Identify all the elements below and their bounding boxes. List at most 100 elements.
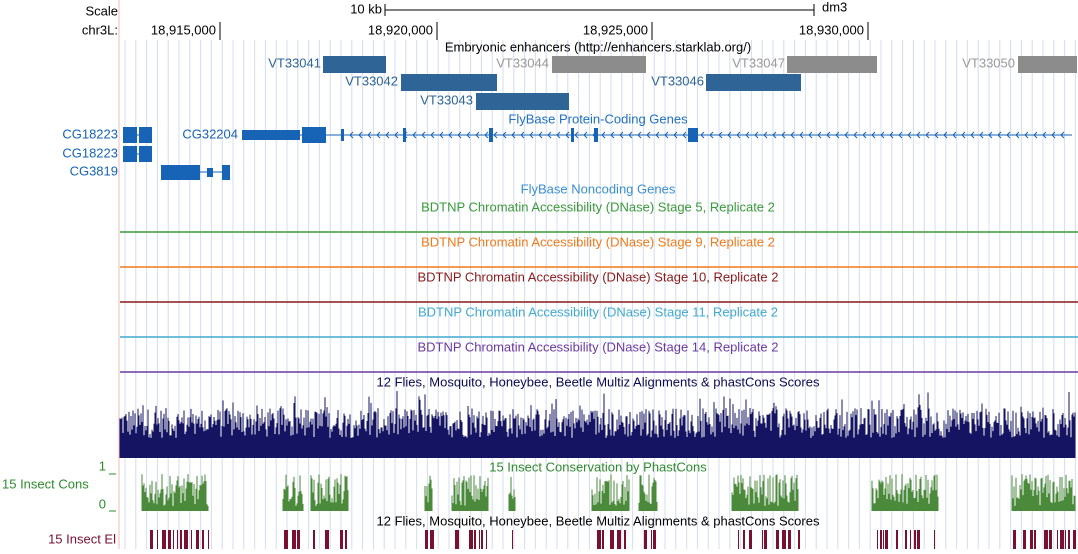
element [798,530,800,549]
strand-arrow [925,131,930,139]
exon [302,127,326,143]
enhancer-track: VT33041 VT33044 VT33047 VT33050 VT33042 VT330… [268,55,1077,110]
exon [123,146,137,162]
element [150,530,153,549]
element [914,530,916,549]
strand-arrow [808,131,813,139]
strand-arrow [619,131,624,139]
exon [403,128,406,142]
wiggle [119,391,1076,458]
element [297,530,300,549]
strand-arrow [601,131,606,139]
element [486,530,487,549]
element [469,530,473,549]
element [430,530,434,549]
strand-arrow [952,131,957,139]
enhancer-label: VT33042 [345,73,398,88]
element [184,530,188,549]
strand-arrow [943,131,948,139]
element [762,530,763,549]
strand-arrow [754,131,759,139]
ruler-label: 18,925,000 [583,22,648,37]
element [1057,530,1058,549]
exon [242,130,300,140]
strand-arrow [349,131,354,139]
grid [124,40,1076,549]
element [173,530,174,549]
wiggle [141,474,1076,511]
element [455,530,459,549]
element [196,530,199,549]
enhancer-box [706,74,801,91]
strand-arrow [700,131,705,139]
strand-arrow [610,131,615,139]
conserved-elements [150,530,1076,549]
track-side-label: 15 Insect El [48,531,116,546]
gene-track: CG18223 CG18223 CG32204 CG3819 [62,126,1072,180]
assembly-label: dm3 [822,0,847,14]
element [653,530,656,549]
enhancer-label: VT33047 [732,55,785,70]
element [743,530,745,549]
enhancer-box [552,56,646,73]
strand-arrow [1006,131,1011,139]
strand-arrow [439,131,444,139]
enhancer-box [476,93,569,110]
enhancer-label: VT33041 [268,55,321,70]
scale-label: Scale [85,3,118,18]
element [877,530,878,549]
strand-arrow [988,131,993,139]
track-title: BDTNP Chromatin Accessibility (DNase) St… [421,234,775,249]
strand-arrow [574,131,579,139]
strand-arrow [448,131,453,139]
element [776,530,779,549]
axis-label: 1 [99,458,106,473]
strand-arrow [655,131,660,139]
gene-label: CG3819 [70,163,118,178]
strand-arrow [583,131,588,139]
exon [688,128,698,142]
dnase-tracks: BDTNP Chromatin Accessibility (DNase) St… [120,199,1078,373]
strand-arrow [961,131,966,139]
element [602,530,604,549]
track-title: FlyBase Noncoding Genes [521,181,676,196]
strand-arrow [412,131,417,139]
strand-arrow [772,131,777,139]
strand-arrow [718,131,723,139]
strand-arrow [898,131,903,139]
element [162,530,166,549]
element [1013,530,1016,549]
element [1034,530,1036,549]
enhancer-label: VT33044 [496,55,549,70]
strand-arrow [538,131,543,139]
element [880,530,882,549]
strand-arrow [916,131,921,139]
element [325,530,329,549]
strand-arrow [421,131,426,139]
element [1023,530,1026,549]
gene-label: CG32204 [182,126,238,141]
strand-arrow [781,131,786,139]
element [738,530,739,549]
exon [489,128,493,142]
element [168,530,171,549]
strand-arrow [1024,131,1029,139]
strand-arrow [628,131,633,139]
strand-arrow [565,131,570,139]
enhancer-box [1018,56,1077,73]
strand-arrow [358,131,363,139]
strand-arrow [520,131,525,139]
strand-arrow [376,131,381,139]
strand-arrow [826,131,831,139]
strand-arrow [466,131,471,139]
phastcons-wiggle [141,474,1076,511]
track-title: BDTNP Chromatin Accessibility (DNase) St… [418,304,778,319]
strand-arrow [844,131,849,139]
strand-arrow [727,131,732,139]
element [788,530,791,549]
strand-arrow [799,131,804,139]
strand-arrow [979,131,984,139]
element [1073,530,1076,549]
strand-arrow [871,131,876,139]
